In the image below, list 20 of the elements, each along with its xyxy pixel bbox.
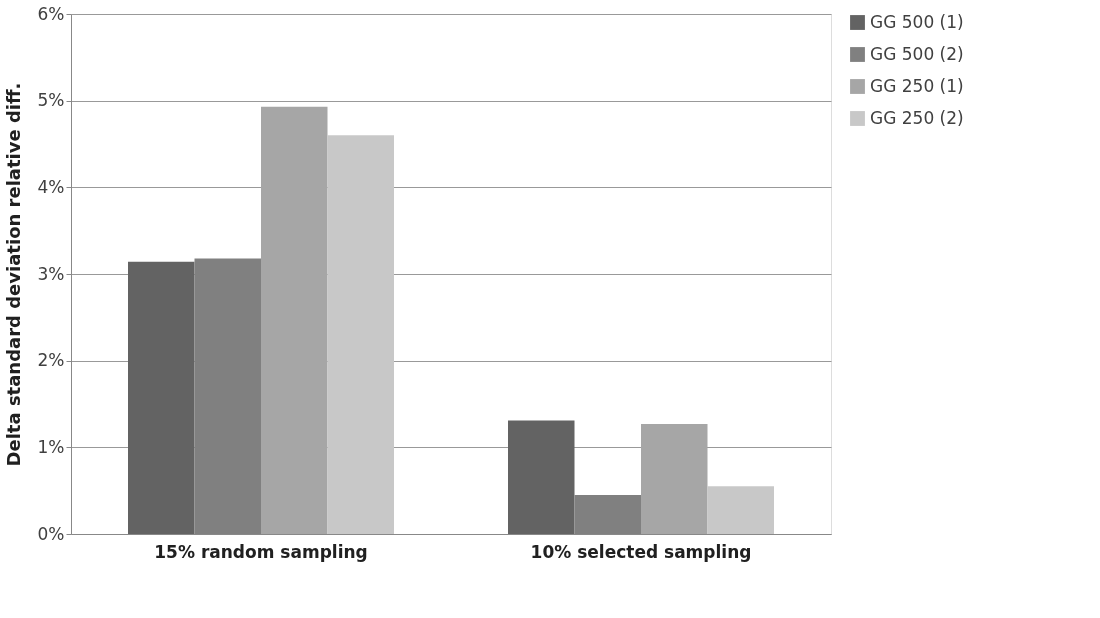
y-tick-label: 5% bbox=[37, 90, 65, 111]
legend-label: GG 500 (1) bbox=[870, 11, 964, 32]
y-axis-title: Delta standard deviation relative diff. bbox=[2, 82, 24, 467]
bar bbox=[327, 135, 394, 534]
x-tick-label: 15% random sampling bbox=[154, 541, 368, 562]
bar bbox=[641, 423, 708, 534]
bar bbox=[707, 486, 774, 534]
y-tick-label: 2% bbox=[37, 350, 65, 371]
y-tick-label: 3% bbox=[37, 263, 65, 284]
x-tick-label: 10% selected sampling bbox=[530, 541, 752, 562]
y-tick-label: 1% bbox=[37, 436, 65, 457]
bar bbox=[128, 261, 195, 534]
bar bbox=[508, 420, 575, 534]
bar bbox=[261, 106, 328, 534]
legend-label: GG 250 (1) bbox=[870, 75, 964, 96]
legend-label: GG 250 (2) bbox=[870, 107, 964, 128]
y-tick-label: 0% bbox=[37, 523, 65, 544]
y-tick-label: 4% bbox=[37, 176, 65, 197]
legend-label: GG 500 (2) bbox=[870, 43, 964, 64]
y-tick-label: 6% bbox=[37, 3, 65, 24]
